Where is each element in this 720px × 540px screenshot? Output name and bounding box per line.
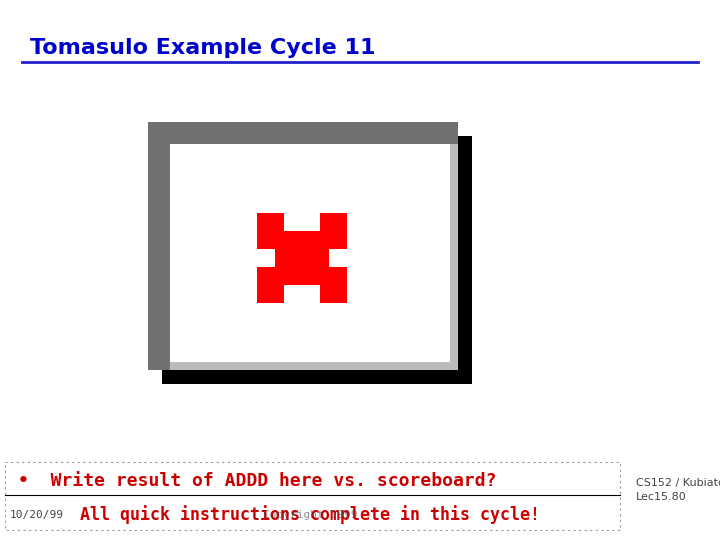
Bar — [5, 462, 620, 530]
Bar — [256, 249, 274, 267]
Text: 10/20/99: 10/20/99 — [10, 510, 64, 520]
Bar — [284, 285, 320, 303]
Text: CS152 / Kubiatowicz
Lec15.80: CS152 / Kubiatowicz Lec15.80 — [636, 478, 720, 502]
Bar — [284, 213, 320, 231]
Bar — [170, 144, 450, 362]
Text: •  Write result of ADDD here vs. scoreboard?: • Write result of ADDD here vs. scoreboa… — [18, 472, 497, 490]
Bar — [162, 136, 472, 384]
Bar — [148, 122, 458, 370]
Bar — [256, 285, 284, 303]
Bar — [320, 285, 346, 303]
Text: All quick instructions complete in this cycle!: All quick instructions complete in this … — [80, 505, 540, 524]
Bar — [256, 267, 346, 285]
Text: Tomasulo Example Cycle 11: Tomasulo Example Cycle 11 — [30, 38, 376, 58]
Bar — [320, 213, 346, 231]
Bar — [328, 249, 346, 267]
Bar — [170, 144, 458, 370]
Bar — [274, 249, 328, 267]
Bar — [256, 213, 284, 231]
Text: Copyright 1999: Copyright 1999 — [263, 510, 357, 520]
Bar — [256, 231, 346, 249]
